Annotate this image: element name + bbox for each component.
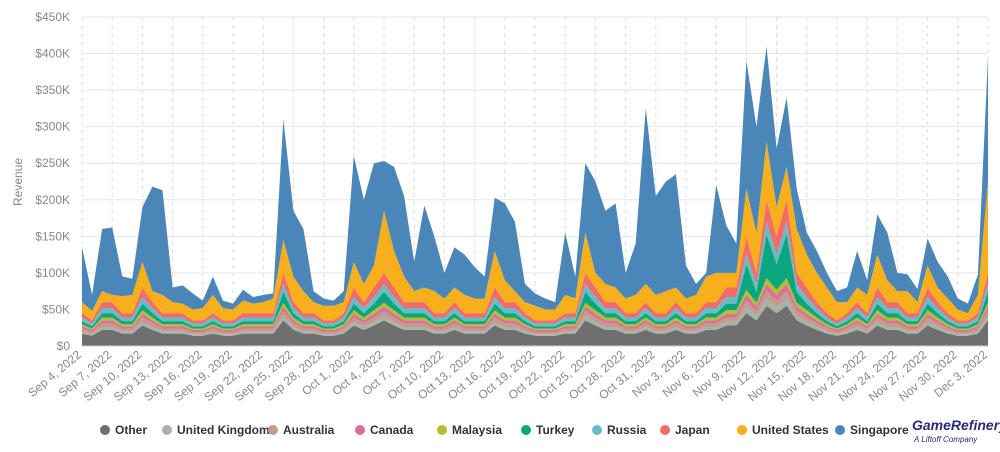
y-tick-label: $200K bbox=[35, 193, 70, 207]
legend-label: Malaysia bbox=[452, 423, 502, 437]
legend-label: United Kingdom bbox=[177, 423, 270, 437]
area bbox=[82, 46, 988, 314]
y-tick-label: $300K bbox=[35, 120, 70, 134]
y-tick-label: $50K bbox=[42, 302, 70, 316]
legend-marker bbox=[162, 425, 172, 435]
area bbox=[82, 291, 988, 335]
area bbox=[82, 283, 988, 333]
legend-marker bbox=[437, 425, 447, 435]
y-tick-label: $100K bbox=[35, 266, 70, 280]
legend-marker bbox=[835, 425, 845, 435]
area bbox=[82, 141, 988, 321]
legend-marker bbox=[660, 425, 670, 435]
area bbox=[82, 278, 988, 330]
legend-label: United States bbox=[752, 423, 829, 437]
y-tick-label: $0 bbox=[57, 339, 71, 353]
legend-label: Canada bbox=[370, 423, 414, 437]
logo-name: GameRefinery bbox=[912, 417, 1000, 433]
y-tick-label: $150K bbox=[35, 229, 70, 243]
legend-marker bbox=[737, 425, 747, 435]
legend-label: Russia bbox=[607, 423, 647, 437]
legend-label: Japan bbox=[675, 423, 710, 437]
y-tick-label: $350K bbox=[35, 83, 70, 97]
y-tick-label: $400K bbox=[35, 47, 70, 61]
y-axis-label: Revenue bbox=[11, 158, 25, 206]
legend-marker bbox=[100, 425, 110, 435]
legend-label: Other bbox=[115, 423, 147, 437]
legend-label: Turkey bbox=[536, 423, 575, 437]
legend-marker bbox=[268, 425, 278, 435]
legend-marker bbox=[355, 425, 365, 435]
legend-label: Australia bbox=[283, 423, 335, 437]
logo-tagline: A Liftoff Company bbox=[913, 435, 978, 444]
area bbox=[82, 298, 988, 336]
y-tick-label: $250K bbox=[35, 156, 70, 170]
legend-marker bbox=[592, 425, 602, 435]
y-tick-label: $450K bbox=[35, 10, 70, 24]
legend-marker bbox=[521, 425, 531, 435]
legend-label: Singapore bbox=[850, 423, 909, 437]
area bbox=[82, 305, 988, 346]
